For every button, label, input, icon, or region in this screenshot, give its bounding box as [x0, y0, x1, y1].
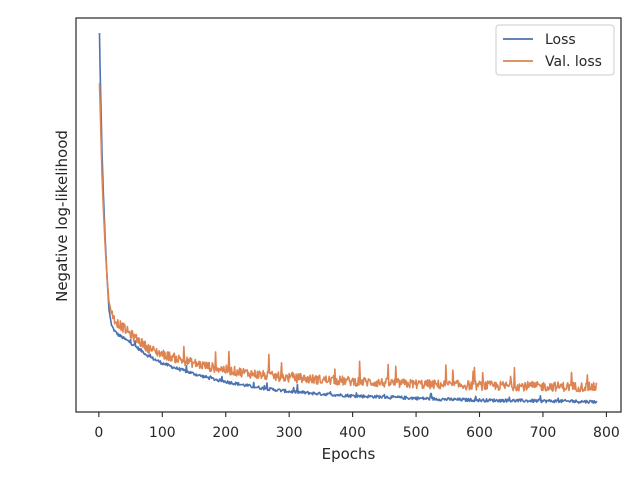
- x-tick-label: 400: [339, 425, 366, 441]
- x-tick-label: 700: [530, 425, 557, 441]
- legend-label: Val. loss: [545, 54, 602, 70]
- x-axis-label: Epochs: [322, 445, 376, 463]
- x-tick-label: 200: [212, 425, 239, 441]
- y-axis-label: Negative log-likelihood: [53, 130, 71, 302]
- plot-frame: [75, 17, 622, 413]
- series-layer: [98, 32, 598, 404]
- x-tick-label: 0: [94, 425, 103, 441]
- x-tick-label: 600: [466, 425, 493, 441]
- x-tick-label: 800: [593, 425, 620, 441]
- x-tick-label: 500: [403, 425, 430, 441]
- legend-label: Loss: [545, 32, 576, 48]
- series-line-val-loss: [98, 82, 598, 393]
- series-line-loss: [98, 32, 598, 404]
- x-tick-label: 100: [149, 425, 176, 441]
- legend-box: [495, 24, 615, 76]
- x-tick-label: 300: [276, 425, 303, 441]
- legend: Loss Val. loss: [495, 24, 615, 76]
- x-axis-ticks: 0 100 200 300 400 500 600 700 800: [94, 412, 620, 441]
